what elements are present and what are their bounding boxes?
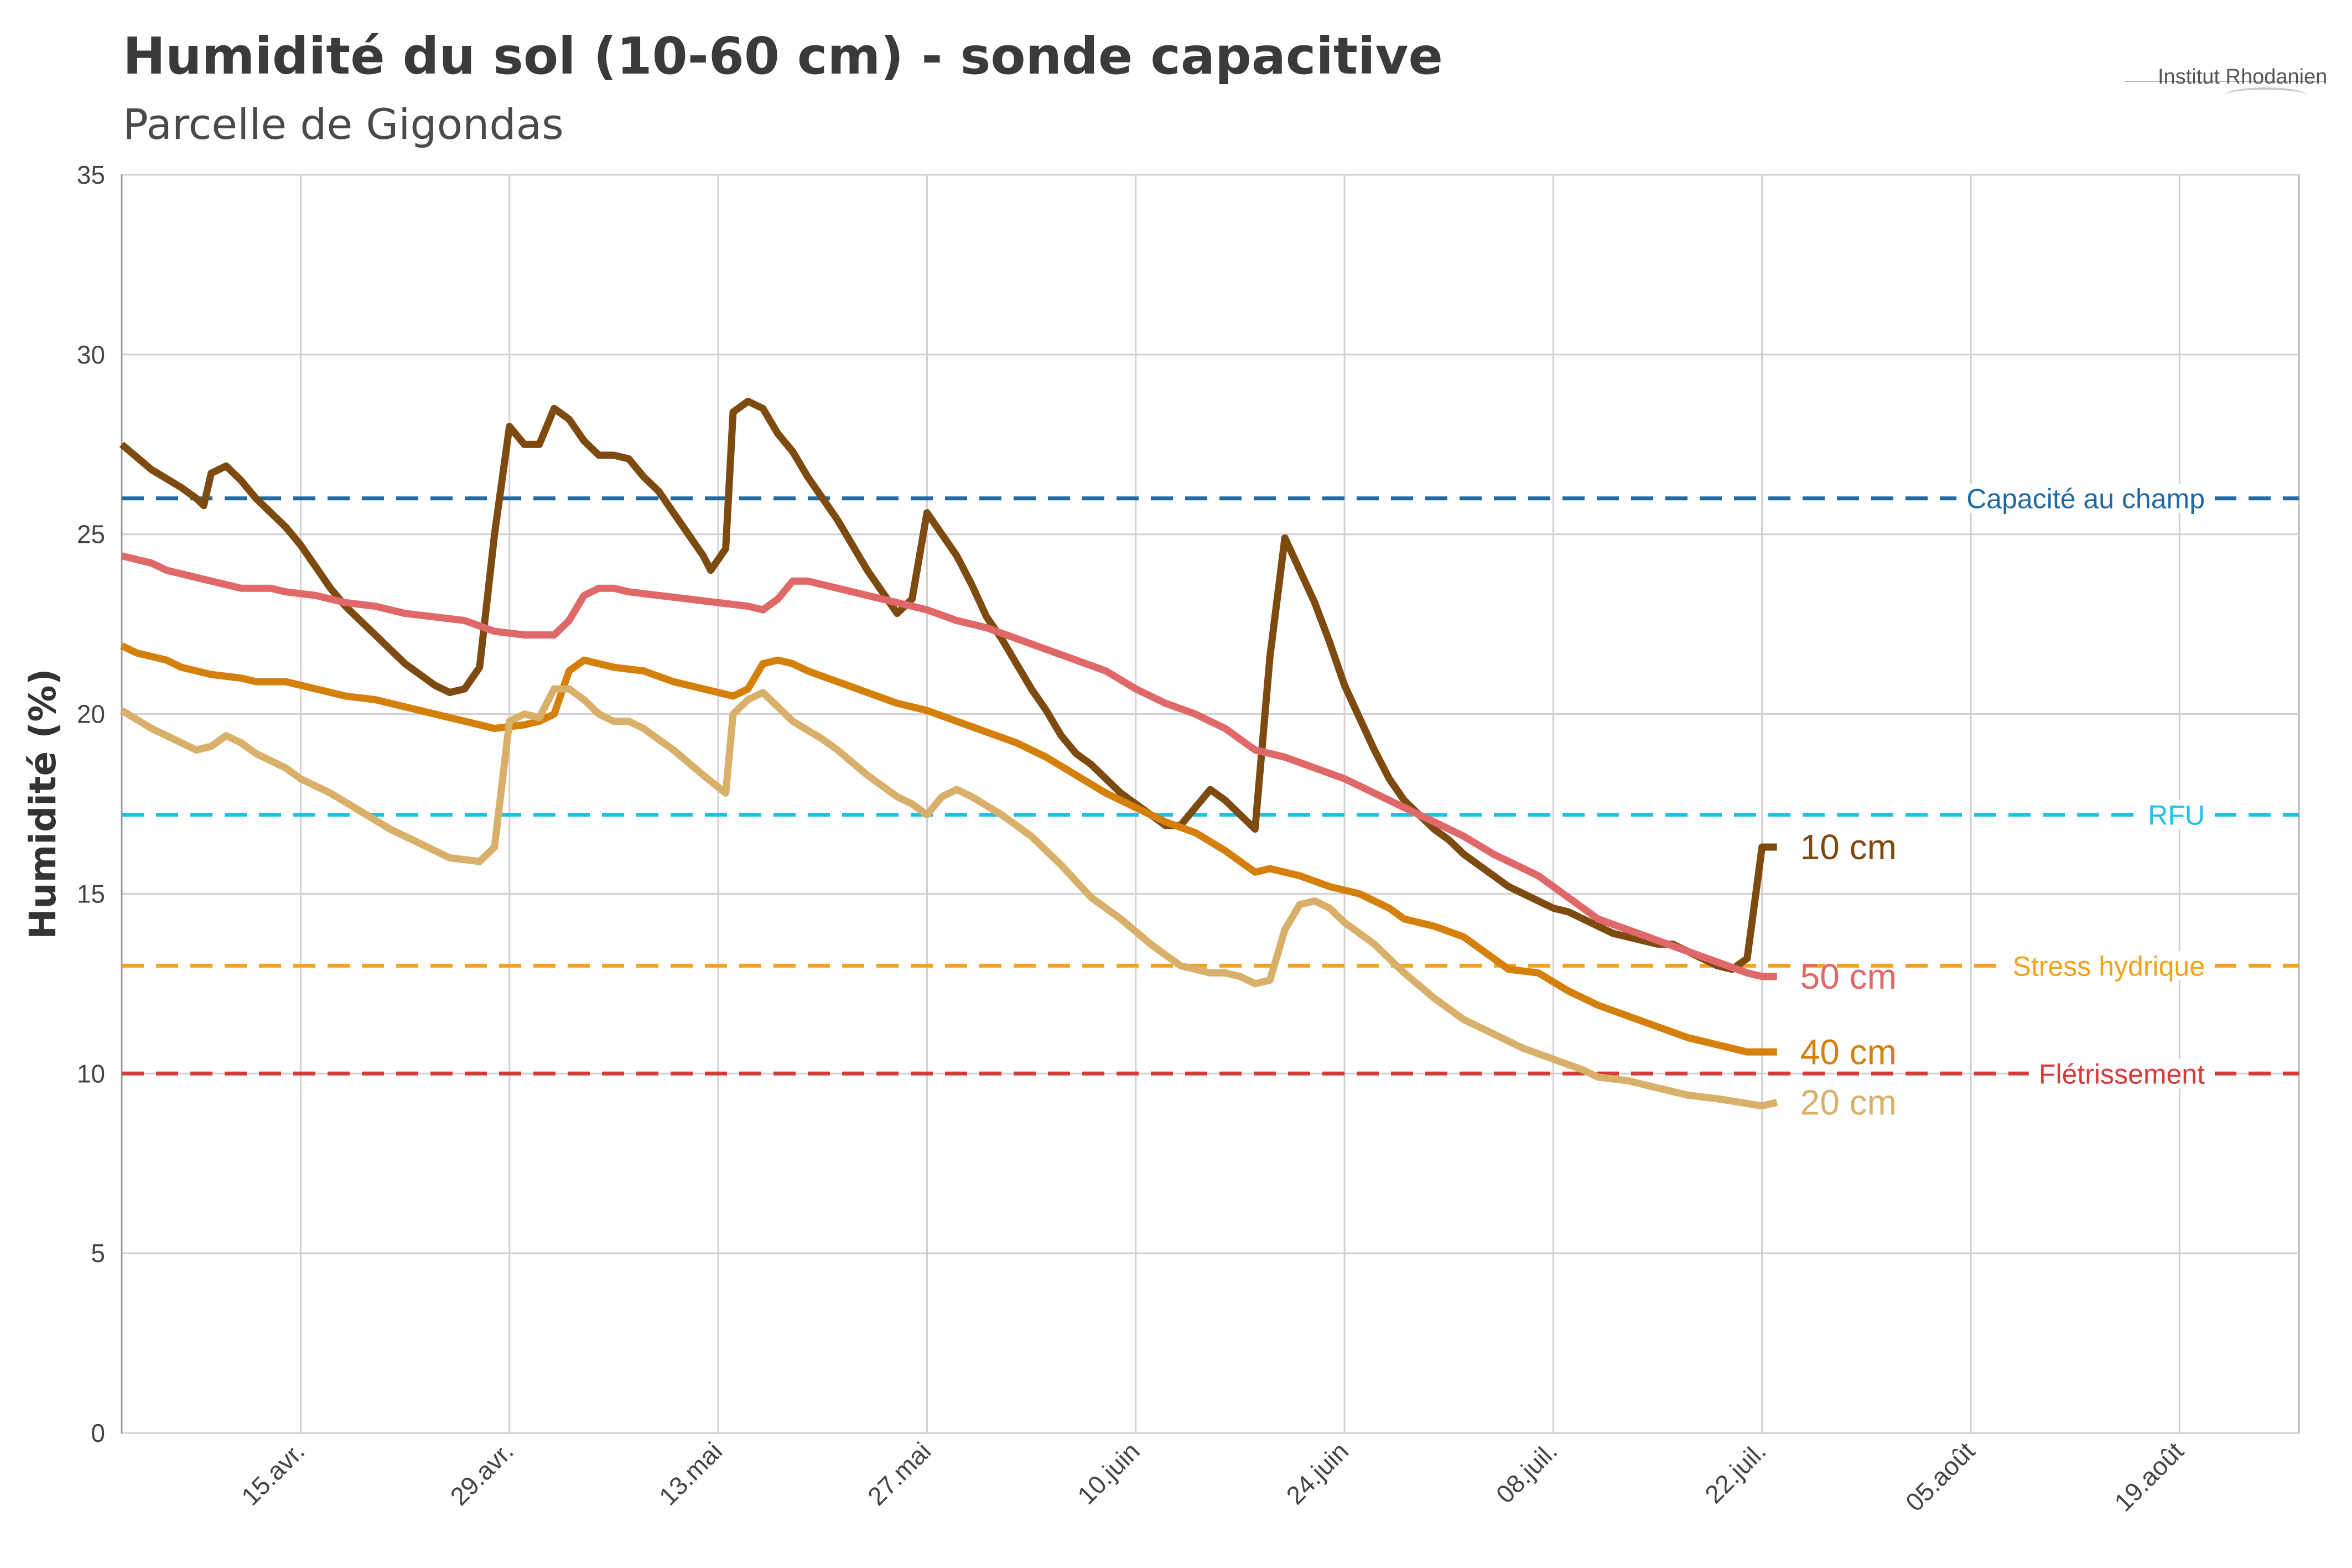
y-tick-label: 10 <box>77 1059 105 1088</box>
plot-frame <box>121 174 2300 1434</box>
reference-label-background <box>1956 484 2215 513</box>
y-tick-label: 20 <box>77 700 105 729</box>
x-tick-label: 05.août <box>1900 1436 1980 1517</box>
x-tick-label: 19.août <box>2109 1436 2189 1517</box>
x-tick-label: 10.juin <box>1072 1436 1145 1510</box>
y-tick-label: 30 <box>77 340 105 369</box>
chart-subtitle: Parcelle de Gigondas <box>123 100 564 149</box>
series-line <box>120 685 1778 1110</box>
reference-line-label: Flétrissement <box>2039 1058 2205 1089</box>
institut-rhodanien-logo: Institut Rhodanien <box>2125 65 2328 104</box>
reference-line-label: Stress hydrique <box>2013 951 2205 982</box>
x-tick-label: 22.juil. <box>1699 1436 1772 1509</box>
x-tick-label: 08.juil. <box>1491 1436 1563 1509</box>
reference-label-background <box>2138 800 2215 829</box>
reference-line-label: Capacité au champ <box>1966 484 2205 515</box>
reference-label-background <box>2002 951 2215 980</box>
y-tick-label: 35 <box>77 160 105 189</box>
series-label: 40 cm <box>1800 1032 1897 1072</box>
series-line <box>121 552 1777 980</box>
series-line <box>119 397 1777 973</box>
x-tick-label: 13.mai <box>653 1436 728 1510</box>
x-tick-label: 29.avr. <box>444 1436 518 1510</box>
y-tick-label: 0 <box>91 1419 105 1447</box>
series-label: 10 cm <box>1800 827 1897 867</box>
y-tick-label: 15 <box>77 879 105 908</box>
y-tick-label: 25 <box>77 520 105 549</box>
reference-line-label: RFU <box>2148 799 2205 830</box>
logo-arc <box>2224 87 2307 104</box>
series-line <box>120 642 1777 1056</box>
y-tick-label: 5 <box>91 1239 105 1268</box>
logo-line <box>2125 81 2324 82</box>
y-axis-title: Humidité (%) <box>22 668 64 939</box>
x-tick-label: 15.avr. <box>236 1436 310 1510</box>
series-label: 50 cm <box>1800 957 1897 996</box>
series-label: 20 cm <box>1800 1082 1897 1122</box>
x-tick-label: 24.juin <box>1281 1436 1354 1510</box>
x-tick-label: 27.mai <box>862 1436 936 1510</box>
logo-text: Institut Rhodanien <box>2158 65 2328 89</box>
reference-label-background <box>2028 1059 2215 1088</box>
chart-title: Humidité du sol (10-60 cm) - sonde capac… <box>123 27 1443 86</box>
